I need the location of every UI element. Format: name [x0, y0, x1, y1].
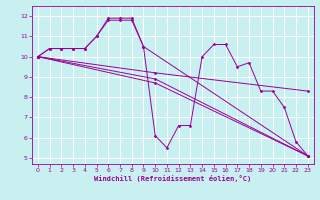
X-axis label: Windchill (Refroidissement éolien,°C): Windchill (Refroidissement éolien,°C) — [94, 175, 252, 182]
